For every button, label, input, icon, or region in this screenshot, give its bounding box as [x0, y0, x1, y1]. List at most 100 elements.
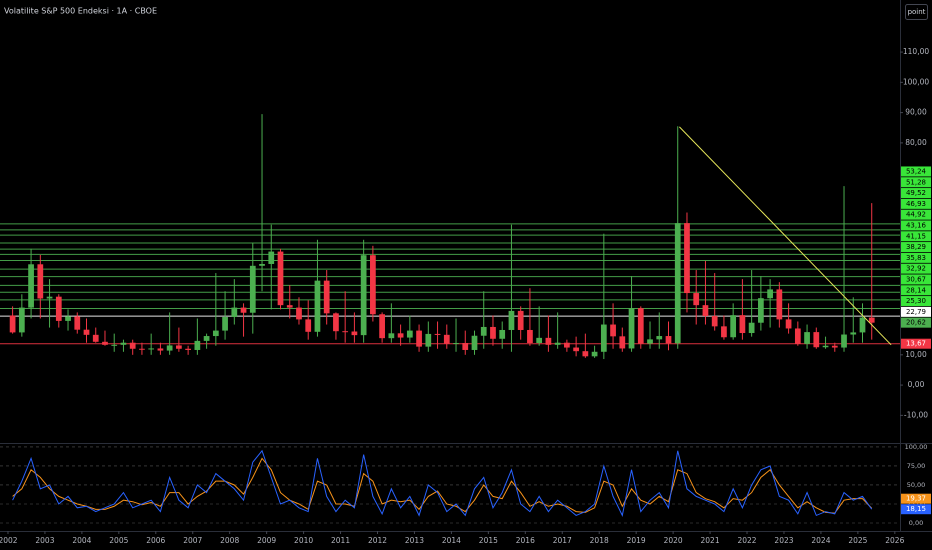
- candle-body: [314, 280, 321, 332]
- candle-body: [360, 255, 367, 336]
- candle-body: [46, 296, 53, 299]
- candle-body: [527, 329, 533, 344]
- level-tag: [901, 274, 931, 285]
- candle-body: [794, 328, 801, 344]
- candle-body: [249, 265, 256, 313]
- candle-body: [776, 289, 783, 320]
- y-tick-label: 100,00: [905, 443, 928, 451]
- price-tag-label: 20,62: [906, 319, 926, 327]
- candle-body: [462, 343, 469, 350]
- level-tag-label: 32,92: [906, 265, 926, 273]
- y-tick-label: 0,00: [909, 519, 923, 527]
- x-tick-label: 2013: [405, 536, 424, 545]
- candle-body: [194, 340, 201, 350]
- candle-body: [748, 322, 755, 334]
- candle-body: [388, 333, 395, 339]
- level-tag-label: 49,52: [906, 189, 926, 197]
- x-tick-label: 2012: [368, 536, 387, 545]
- x-tick-label: 2021: [701, 536, 720, 545]
- x-tick-label: 2024: [811, 536, 830, 545]
- candle-body: [305, 319, 312, 332]
- y-tick-label: 80,00: [905, 138, 927, 147]
- candle-body: [693, 293, 700, 306]
- y-tick-label: 50,00: [907, 481, 926, 489]
- candle-body: [37, 264, 44, 299]
- level-tag: [901, 209, 931, 220]
- level-tag-label: 30,67: [906, 275, 926, 283]
- candle-body: [517, 310, 524, 330]
- candle-body: [102, 341, 108, 345]
- y-tick-label: 75,00: [907, 462, 926, 470]
- candle-body: [379, 314, 385, 339]
- candle-body: [83, 329, 90, 335]
- candle-body: [425, 333, 432, 347]
- level-tag: [901, 263, 931, 274]
- candle-body: [822, 345, 829, 348]
- x-tick-label: 2018: [590, 536, 609, 545]
- x-tick-label: 2009: [257, 536, 276, 545]
- x-tick-label: 2025: [848, 536, 867, 545]
- candle-body: [850, 332, 857, 335]
- candle-body: [240, 307, 247, 313]
- x-tick-label: 2026: [885, 536, 904, 545]
- candle-body: [582, 351, 589, 357]
- level-tag-label: 35,83: [906, 254, 926, 262]
- y-tick-label: 10,00: [905, 350, 927, 359]
- candle-body: [471, 335, 478, 350]
- oscillator-line: [12, 449, 873, 517]
- level-tag-label: 22,79: [906, 308, 926, 316]
- x-tick-label: 2002: [0, 536, 18, 545]
- chart-title: Volatilite S&P 500 Endeksi · 1A · CBOE: [4, 7, 157, 16]
- candle-body: [323, 280, 330, 314]
- candle-body: [370, 255, 376, 315]
- candle-body: [536, 337, 543, 344]
- level-tag-label: 38,29: [906, 243, 926, 251]
- candle-body: [767, 289, 773, 299]
- candle-body: [453, 343, 459, 345]
- candle-body: [480, 326, 487, 336]
- candle-body: [268, 251, 275, 264]
- candle-body: [628, 308, 635, 349]
- candle-body: [342, 331, 349, 333]
- level-tag: [901, 306, 931, 317]
- level-tag: [901, 177, 931, 188]
- candle-body: [120, 342, 127, 345]
- candle-body: [92, 334, 99, 342]
- candle-body: [111, 344, 118, 346]
- level-tag: [901, 338, 931, 349]
- candle-body: [28, 264, 34, 308]
- x-tick-label: 2019: [627, 536, 646, 545]
- candle-body: [18, 307, 25, 333]
- candle-body: [166, 345, 173, 351]
- candle-body: [758, 298, 764, 323]
- candle-body: [129, 342, 136, 349]
- value-tag-label: 18,15: [906, 505, 926, 513]
- x-tick-label: 2005: [109, 536, 128, 545]
- candle-body: [785, 319, 792, 329]
- candle-body: [554, 342, 561, 345]
- level-tag-label: 53,24: [906, 167, 927, 175]
- value-tag: [901, 504, 931, 515]
- value-tag-label: 19,37: [906, 495, 926, 503]
- scale-button[interactable]: [905, 4, 928, 20]
- candle-body: [721, 326, 727, 338]
- candle-body: [619, 336, 626, 349]
- x-tick-label: 2023: [774, 536, 793, 545]
- candle-body: [813, 332, 820, 348]
- price-tag: [901, 317, 931, 328]
- level-tag-label: 51,28: [906, 178, 926, 186]
- scale-button-label[interactable]: point: [908, 8, 926, 16]
- candle-body: [591, 351, 598, 357]
- level-tag: [901, 252, 931, 263]
- x-tick-label: 2014: [442, 536, 461, 545]
- x-tick-label: 2007: [183, 536, 202, 545]
- candle-body: [74, 316, 81, 330]
- candle-body: [148, 348, 155, 350]
- candle-body: [573, 347, 579, 352]
- value-tag: [901, 493, 931, 504]
- candle-body: [490, 326, 496, 339]
- candle-body: [674, 223, 681, 344]
- oscillator-line: [12, 457, 873, 514]
- candle-body: [665, 336, 672, 344]
- candle-body: [416, 330, 422, 347]
